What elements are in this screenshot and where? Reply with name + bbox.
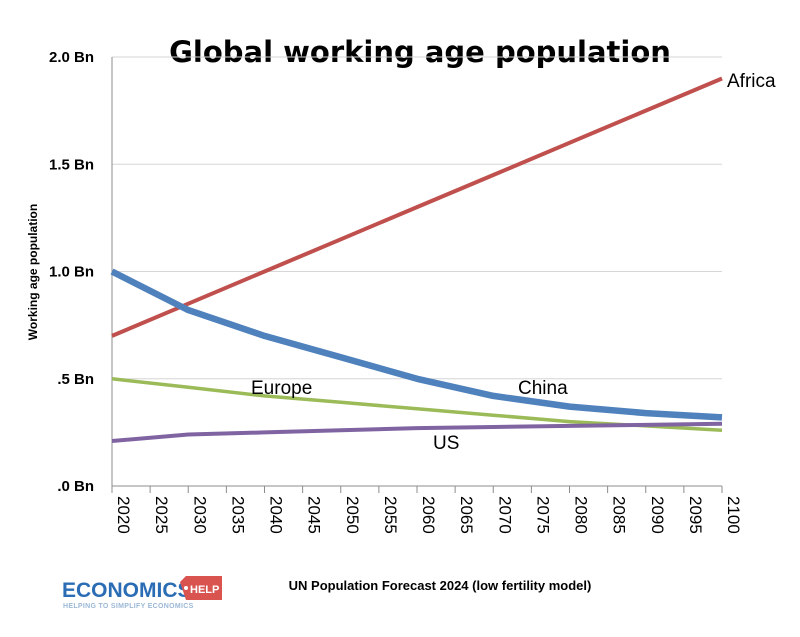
series-label-china: China <box>518 378 568 399</box>
series-lines <box>110 76 723 443</box>
logo-badge: HELP <box>180 576 222 600</box>
y-tick-label: 1.5 Bn <box>49 156 94 173</box>
x-tick-label: 2035 <box>228 496 247 534</box>
series-label-europe: Europe <box>251 378 312 399</box>
x-tick-label: 2095 <box>686 496 705 534</box>
y-tick-label: .0 Bn <box>57 478 94 495</box>
chart-title: Global working age population <box>169 35 671 69</box>
x-tick-label: 2040 <box>267 496 286 534</box>
series-line-us <box>111 421 723 443</box>
economics-help-logo: ECONOMICS HELP HELPING TO SIMPLIFY ECONO… <box>62 576 222 610</box>
series-label-africa: Africa <box>727 71 776 92</box>
x-tick-label: 2090 <box>648 496 667 534</box>
x-tick-label: 2070 <box>495 496 514 534</box>
y-tick-label: .5 Bn <box>57 371 94 388</box>
x-tick-label: 2080 <box>572 496 591 534</box>
x-tick-label: 2075 <box>533 496 552 534</box>
x-tick-label: 2025 <box>152 496 171 534</box>
x-tick-label: 2100 <box>724 496 743 534</box>
x-tick-label: 2085 <box>610 496 629 534</box>
gridlines <box>111 56 722 487</box>
x-tick-label: 2050 <box>343 496 362 534</box>
x-tick-label: 2060 <box>419 496 438 534</box>
y-axis-ticks: .0 Bn .5 Bn 1.0 Bn 1.5 Bn 2.0 Bn <box>49 49 94 495</box>
series-label-us: US <box>433 433 459 454</box>
y-axis-label: Working age population <box>26 204 40 340</box>
logo-text-economics: ECONOMICS <box>62 579 192 602</box>
logo-text-help: HELP <box>190 584 219 596</box>
logo-tagline: HELPING TO SIMPLIFY ECONOMICS <box>63 603 194 610</box>
y-tick-label: 1.0 Bn <box>49 264 94 281</box>
x-tick-label: 2045 <box>305 496 324 534</box>
x-tick-label: 2020 <box>114 496 133 534</box>
series-line-china <box>110 268 723 421</box>
x-axis-ticks: 2020 2025 2030 2035 2040 2045 2050 2055 2060 2065… <box>111 486 743 534</box>
series-line-europe <box>111 377 723 432</box>
source-note: UN Population Forecast 2024 (low fertili… <box>289 578 592 593</box>
y-tick-label: 2.0 Bn <box>49 49 94 66</box>
series-labels: Africa China Europe US <box>251 71 776 454</box>
series-line-africa <box>111 76 723 338</box>
x-tick-label: 2055 <box>381 496 400 534</box>
x-tick-label: 2030 <box>190 496 209 534</box>
x-tick-label: 2065 <box>457 496 476 534</box>
